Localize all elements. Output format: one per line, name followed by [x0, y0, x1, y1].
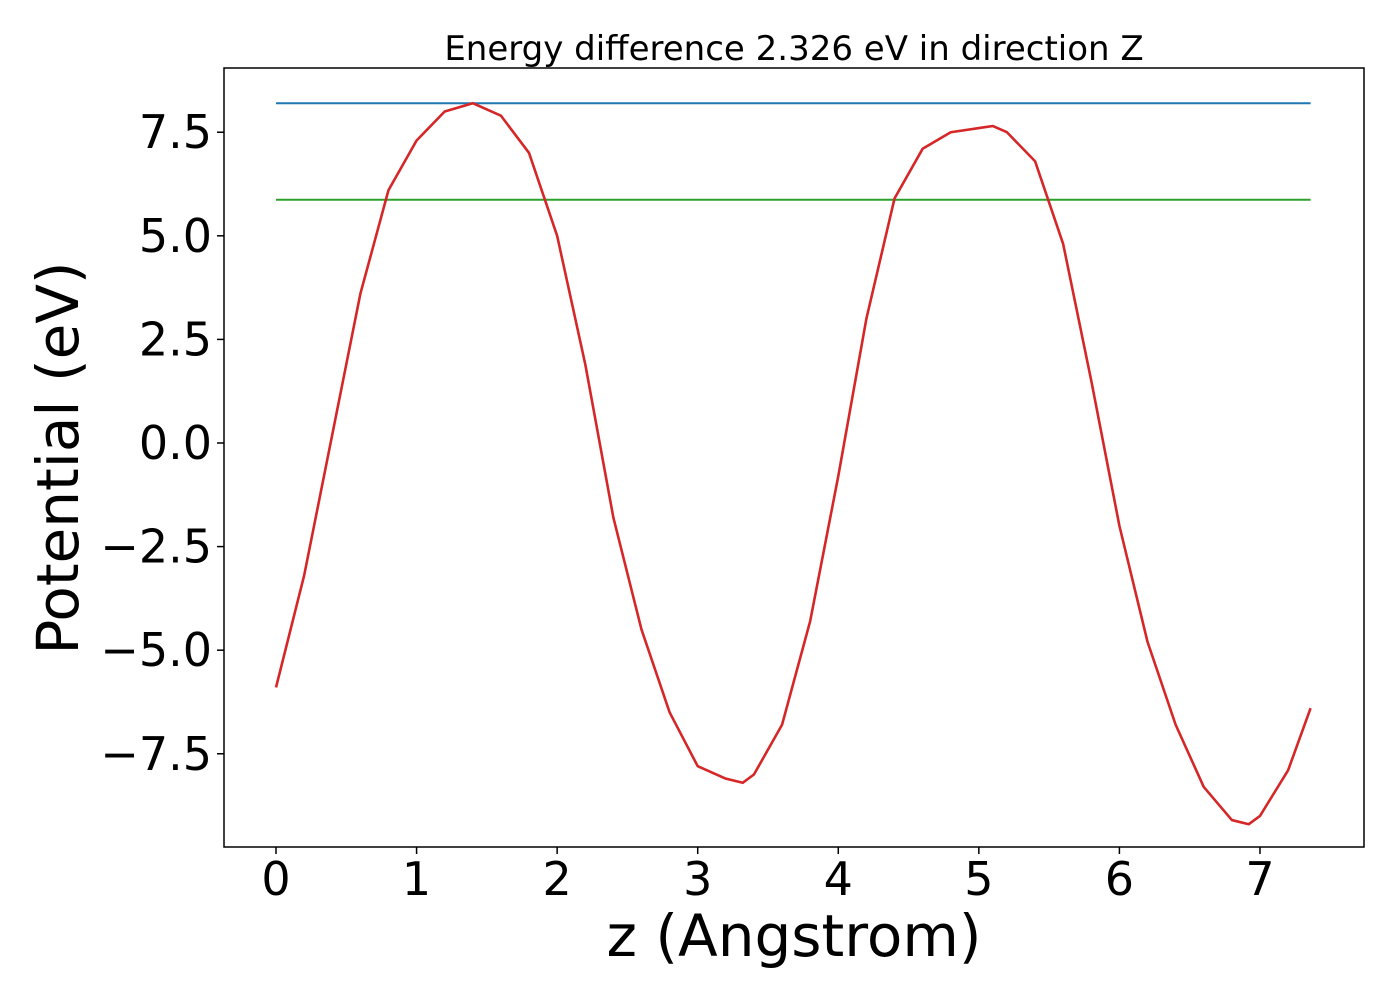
plot-layer	[274, 101, 1312, 826]
x-axis-ticks: 0 1 2 3 4 5 6 7	[261, 847, 1275, 906]
y-tick-label: 0.0	[139, 416, 212, 470]
x-tick-label: 1	[402, 852, 431, 906]
x-tick-label: 2	[543, 852, 572, 906]
x-tick-label: 4	[824, 852, 853, 906]
y-tick-label: 2.5	[139, 312, 212, 366]
y-tick-label: 5.0	[139, 209, 212, 263]
x-tick-label: 7	[1245, 852, 1274, 906]
x-axis-label: z (Angstrom)	[607, 902, 982, 970]
x-tick-label: 0	[261, 852, 290, 906]
x-tick-label: 3	[683, 852, 712, 906]
x-tick-label: 5	[964, 852, 993, 906]
y-axis-label: Potential (eV)	[24, 261, 92, 654]
chart-title: Energy difference 2.326 eV in direction …	[444, 29, 1143, 69]
y-tick-label: −2.5	[100, 520, 212, 574]
y-axis-ticks: −7.5 −5.0 −2.5 0.0 2.5 5.0 7.5	[100, 105, 224, 781]
y-tick-label: 7.5	[139, 105, 212, 159]
series-line-3	[274, 101, 1312, 826]
plot-frame	[223, 67, 1365, 848]
y-tick-label: −5.0	[100, 623, 212, 677]
y-tick-label: −7.5	[100, 727, 212, 781]
x-tick-label: 6	[1105, 852, 1134, 906]
